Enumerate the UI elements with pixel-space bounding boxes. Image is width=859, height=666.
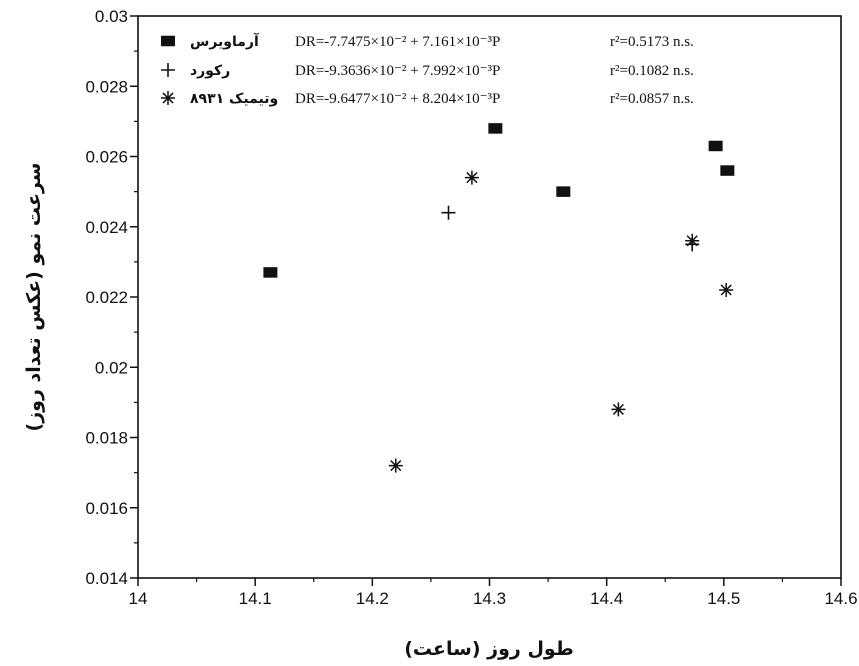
point-square [488, 123, 502, 133]
legend-equation: DR=-9.3636×10⁻² + 7.992×10⁻³P [295, 63, 500, 79]
y-tick-label: 0.026 [85, 148, 128, 167]
y-tick-label: 0.028 [85, 77, 128, 96]
y-tick-label: 0.02 [95, 358, 128, 377]
y-tick-label: 0.016 [85, 499, 128, 518]
legend-marker-plus [161, 63, 175, 77]
point-asterisk [685, 234, 699, 248]
x-tick-label: 14.5 [707, 589, 740, 608]
legend-marker-asterisk [161, 91, 175, 105]
point-square [263, 267, 277, 278]
y-tick-label: 0.022 [85, 288, 128, 307]
y-axis-title: سرعت نمو (عکس تعداد روز) [23, 163, 45, 432]
legend-equation: DR=-9.6477×10⁻² + 8.204×10⁻³P [295, 91, 500, 107]
legend-series-name: رکورد [190, 63, 230, 79]
point-square [709, 141, 723, 152]
legend-marker-square [161, 36, 175, 47]
point-square [556, 186, 570, 197]
x-tick-label: 14.4 [590, 589, 623, 608]
y-tick-label: 0.03 [95, 7, 128, 26]
legend-series-name: وتیمیک ۸۹۳۱ [190, 91, 278, 107]
point-asterisk [611, 402, 625, 416]
point-asterisk [465, 171, 479, 185]
point-plus [441, 206, 455, 220]
x-tick-label: 14.6 [824, 589, 857, 608]
data-points [263, 123, 734, 472]
x-tick-label: 14.1 [239, 589, 272, 608]
legend-r2: r²=0.5173 n.s. [610, 34, 694, 50]
point-asterisk [719, 283, 733, 297]
point-asterisk [389, 459, 403, 473]
legend-r2: r²=0.0857 n.s. [610, 91, 694, 107]
x-axis: 14 14.1 14.2 14.3 14.4 14.5 14.6 [129, 578, 858, 608]
x-tick-label: 14.3 [473, 589, 506, 608]
legend-series-name: آرماویرس [190, 32, 260, 50]
x-tick-label: 14 [129, 589, 148, 608]
y-tick-label: 0.014 [85, 569, 128, 588]
y-tick-label: 0.024 [85, 218, 128, 237]
legend: آرماویرس DR=-7.7475×10⁻² + 7.161×10⁻³P r²=… [161, 32, 694, 107]
point-square [720, 165, 734, 176]
x-tick-label: 14.2 [356, 589, 389, 608]
y-axis: 0.014 0.016 0.018 0.02 0.022 0.024 0.026 0.028 0… [85, 7, 138, 588]
y-tick-label: 0.018 [85, 429, 128, 448]
x-axis-title: طول روز (ساعت) [404, 638, 574, 660]
legend-r2: r²=0.1082 n.s. [610, 63, 694, 79]
legend-equation: DR=-7.7475×10⁻² + 7.161×10⁻³P [295, 34, 500, 50]
